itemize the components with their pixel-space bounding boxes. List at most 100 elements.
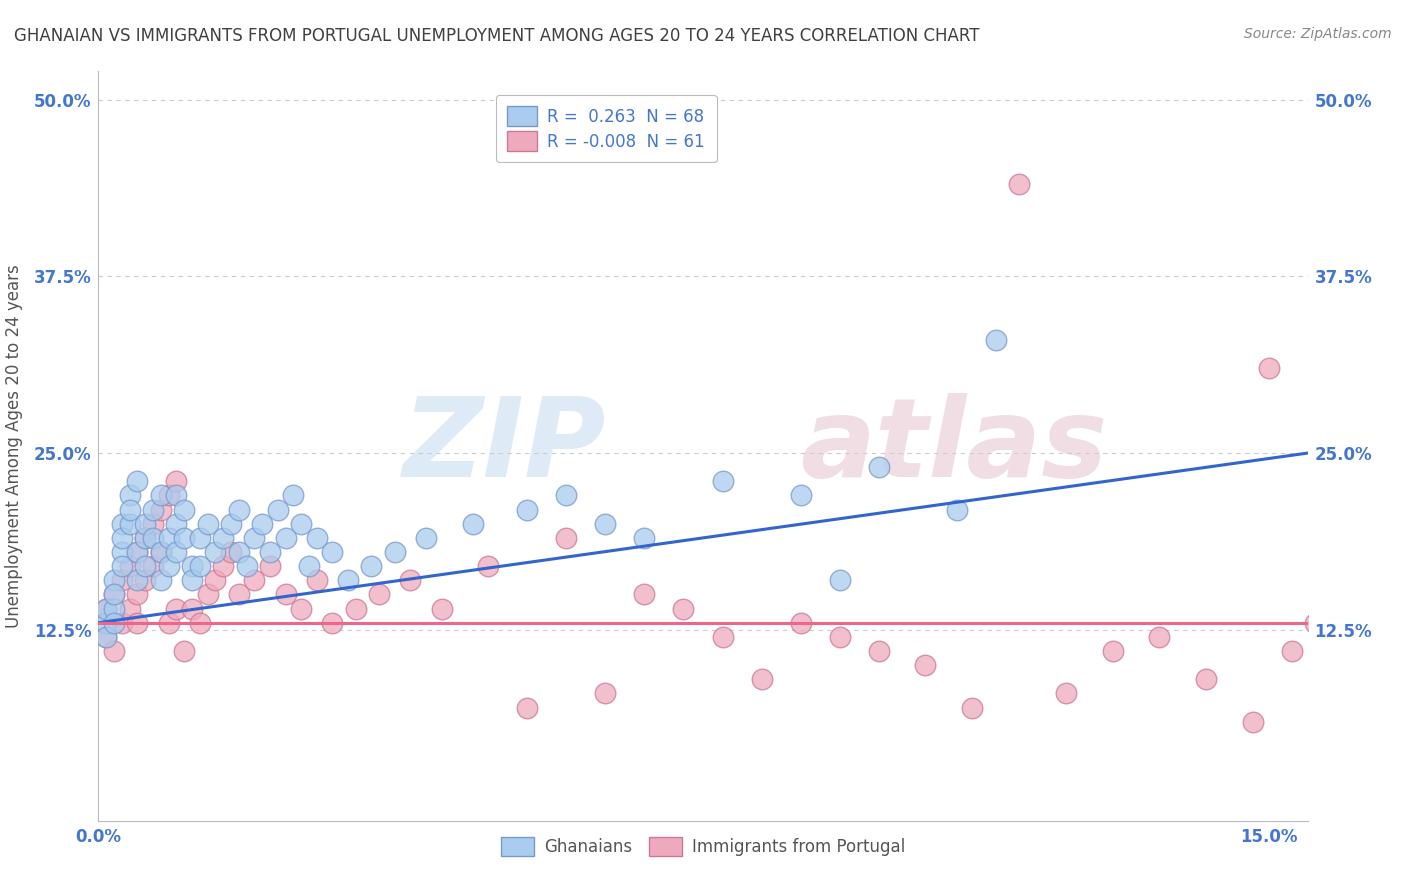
Point [368,587,391,601]
Point [118,559,141,574]
Point [274,587,297,601]
Point [360,559,382,574]
Text: Source: ZipAtlas.com: Source: ZipAtlas.com [1244,27,1392,41]
Point [984,333,1007,347]
Point [399,574,422,588]
Point [219,516,242,531]
Point [219,545,242,559]
Point [1054,686,1077,700]
Point [595,686,617,700]
Point [204,574,226,588]
Point [118,488,141,502]
Point [142,516,165,531]
Point [157,488,180,502]
Point [1257,361,1279,376]
Point [142,502,165,516]
Point [914,658,936,673]
Point [1101,644,1123,658]
Point [516,700,538,714]
Point [103,644,125,658]
Point [111,531,134,545]
Point [290,601,312,615]
Point [197,587,219,601]
Point [252,516,274,531]
Point [188,531,211,545]
Point [267,502,290,516]
Point [243,531,266,545]
Point [711,630,734,644]
Point [165,545,187,559]
Point [127,615,149,630]
Legend: Ghanaians, Immigrants from Portugal: Ghanaians, Immigrants from Portugal [492,829,914,864]
Point [228,545,250,559]
Point [188,615,211,630]
Point [127,587,149,601]
Point [134,574,156,588]
Point [149,502,172,516]
Point [868,644,890,658]
Point [165,488,187,502]
Point [118,502,141,516]
Point [1149,630,1171,644]
Point [149,488,172,502]
Point [259,559,281,574]
Point [477,559,499,574]
Point [111,615,134,630]
Point [103,574,125,588]
Point [96,630,118,644]
Point [1281,644,1303,658]
Y-axis label: Unemployment Among Ages 20 to 24 years: Unemployment Among Ages 20 to 24 years [4,264,22,628]
Point [945,502,967,516]
Point [165,475,187,489]
Point [134,531,156,545]
Point [157,615,180,630]
Point [103,615,125,630]
Point [111,559,134,574]
Point [337,574,360,588]
Point [212,559,235,574]
Point [142,559,165,574]
Point [181,601,204,615]
Point [134,516,156,531]
Point [103,601,125,615]
Point [415,531,437,545]
Point [96,615,118,630]
Point [149,545,172,559]
Point [633,531,655,545]
Point [828,630,851,644]
Point [103,587,125,601]
Point [672,601,695,615]
Point [321,545,343,559]
Point [960,700,983,714]
Point [235,559,257,574]
Point [283,488,305,502]
Point [633,587,655,601]
Point [298,559,321,574]
Point [516,502,538,516]
Point [111,516,134,531]
Point [461,516,484,531]
Point [384,545,406,559]
Point [555,531,578,545]
Point [173,644,195,658]
Point [430,601,453,615]
Point [305,574,328,588]
Point [1305,615,1327,630]
Point [134,531,156,545]
Point [1195,673,1218,687]
Point [212,531,235,545]
Point [165,601,187,615]
Point [228,587,250,601]
Point [96,601,118,615]
Point [1008,178,1031,192]
Point [127,545,149,559]
Point [149,545,172,559]
Point [188,559,211,574]
Point [134,559,156,574]
Point [127,574,149,588]
Point [1241,714,1264,729]
Point [595,516,617,531]
Point [149,574,172,588]
Point [181,574,204,588]
Point [828,574,851,588]
